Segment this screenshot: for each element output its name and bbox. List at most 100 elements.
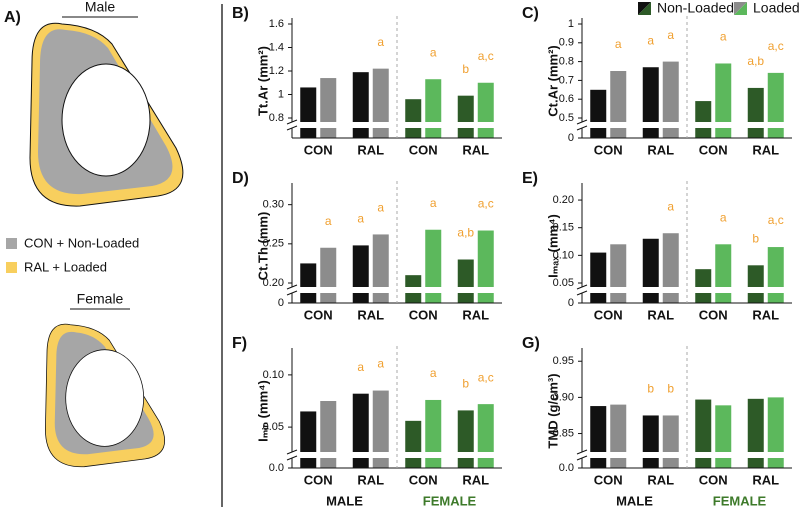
bar [662,61,679,138]
axis-break [286,122,502,128]
annotation: a,c [478,197,494,211]
break-mark [576,449,588,455]
group-label: MALE [616,493,653,508]
group-label: FEMALE [713,493,767,508]
bar [662,415,679,468]
bar [352,393,369,468]
bar [715,244,732,303]
x-tick-label: RAL [647,472,674,487]
annotation: a,c [768,39,784,53]
bar [300,263,317,303]
annotation: b [462,377,469,391]
y-tick-label: 0.0 [269,462,284,474]
annotation: a [357,212,364,226]
annotation: a [430,196,437,210]
y-tick-label: 0 [568,132,574,144]
female-title: Female [77,291,124,307]
bar [715,63,732,139]
bar [767,72,784,138]
bar [642,238,659,303]
bar [590,406,607,468]
marrow [65,349,145,447]
bar [457,95,474,138]
x-tick-label: RAL [752,307,779,322]
y-tick-label: 0.0 [559,462,574,474]
bar [405,99,422,138]
bar [425,79,442,138]
bar [425,399,442,468]
y-tick-label: 0.05 [553,277,574,289]
bar [715,405,732,468]
x-tick-label: CON [699,307,728,322]
break-mark [576,455,588,461]
x-tick-label: RAL [462,472,489,487]
bar [767,247,784,303]
y-tick-label: 0.30 [263,199,284,211]
break-mark [286,449,298,455]
annotation: a,b [457,226,474,240]
x-tick-label: CON [594,142,623,157]
male-section [29,22,184,207]
x-tick-label: RAL [462,307,489,322]
annotation: a [667,199,674,213]
y-tick-label: 0.8 [559,56,574,68]
bar [642,415,659,468]
legend-label: Non-Loaded [657,0,734,16]
bar [352,72,369,138]
panel-label: G) [522,335,540,352]
female-section [45,323,166,468]
axis-break [576,287,792,293]
bar [662,233,679,303]
break-mark [576,125,588,131]
legend-swatch [6,262,17,273]
bar [747,398,764,468]
y-tick-label: 1.4 [269,41,284,53]
break-mark [286,455,298,461]
y-tick-label: 0.20 [553,194,574,206]
annotation: b [462,62,469,76]
bar [747,87,764,138]
annotation: a,c [478,370,494,384]
x-tick-label: RAL [462,142,489,157]
y-tick-label: 1 [278,88,284,100]
break-mark [576,119,588,125]
y-axis-label: Tt.Ar (mm²) [255,46,270,116]
break-mark [286,284,298,290]
bar [610,71,627,138]
panel-label: F) [232,335,247,352]
annotation: a [325,214,332,228]
legend-swatch [638,2,651,15]
bar [477,230,494,303]
y-axis-label: Iₘᵢₙ (mm⁴) [255,380,270,442]
y-tick-label: 0.25 [263,238,284,250]
annotation: a [720,30,727,44]
y-tick-label: 0.10 [553,249,574,261]
x-tick-label: CON [409,307,438,322]
panel-label: E) [522,170,538,187]
group-label: FEMALE [423,493,477,508]
annotation: b [752,231,759,245]
y-tick-label: 0.90 [553,391,574,403]
bar [372,390,389,468]
y-axis-label: TMD (g/cm³) [545,373,560,448]
bar [320,401,337,468]
x-tick-label: RAL [647,142,674,157]
y-tick-label: 0 [278,297,284,309]
annotation: a [647,33,654,47]
panel-a: A) Male Female CON + Non-Loaded RAL + Lo… [4,0,184,468]
x-tick-label: RAL [357,472,384,487]
bar [372,234,389,303]
bar [457,410,474,468]
legend-label: RAL + Loaded [24,259,107,274]
bar [477,82,494,138]
y-tick-label: 0.15 [553,222,574,234]
annotation: a [430,45,437,59]
bar [477,404,494,468]
y-tick-label: 0.5 [559,112,574,124]
x-tick-label: CON [304,307,333,322]
bar [695,269,712,303]
annotation: a,c [768,213,784,227]
bar [610,404,627,468]
x-tick-label: RAL [752,142,779,157]
